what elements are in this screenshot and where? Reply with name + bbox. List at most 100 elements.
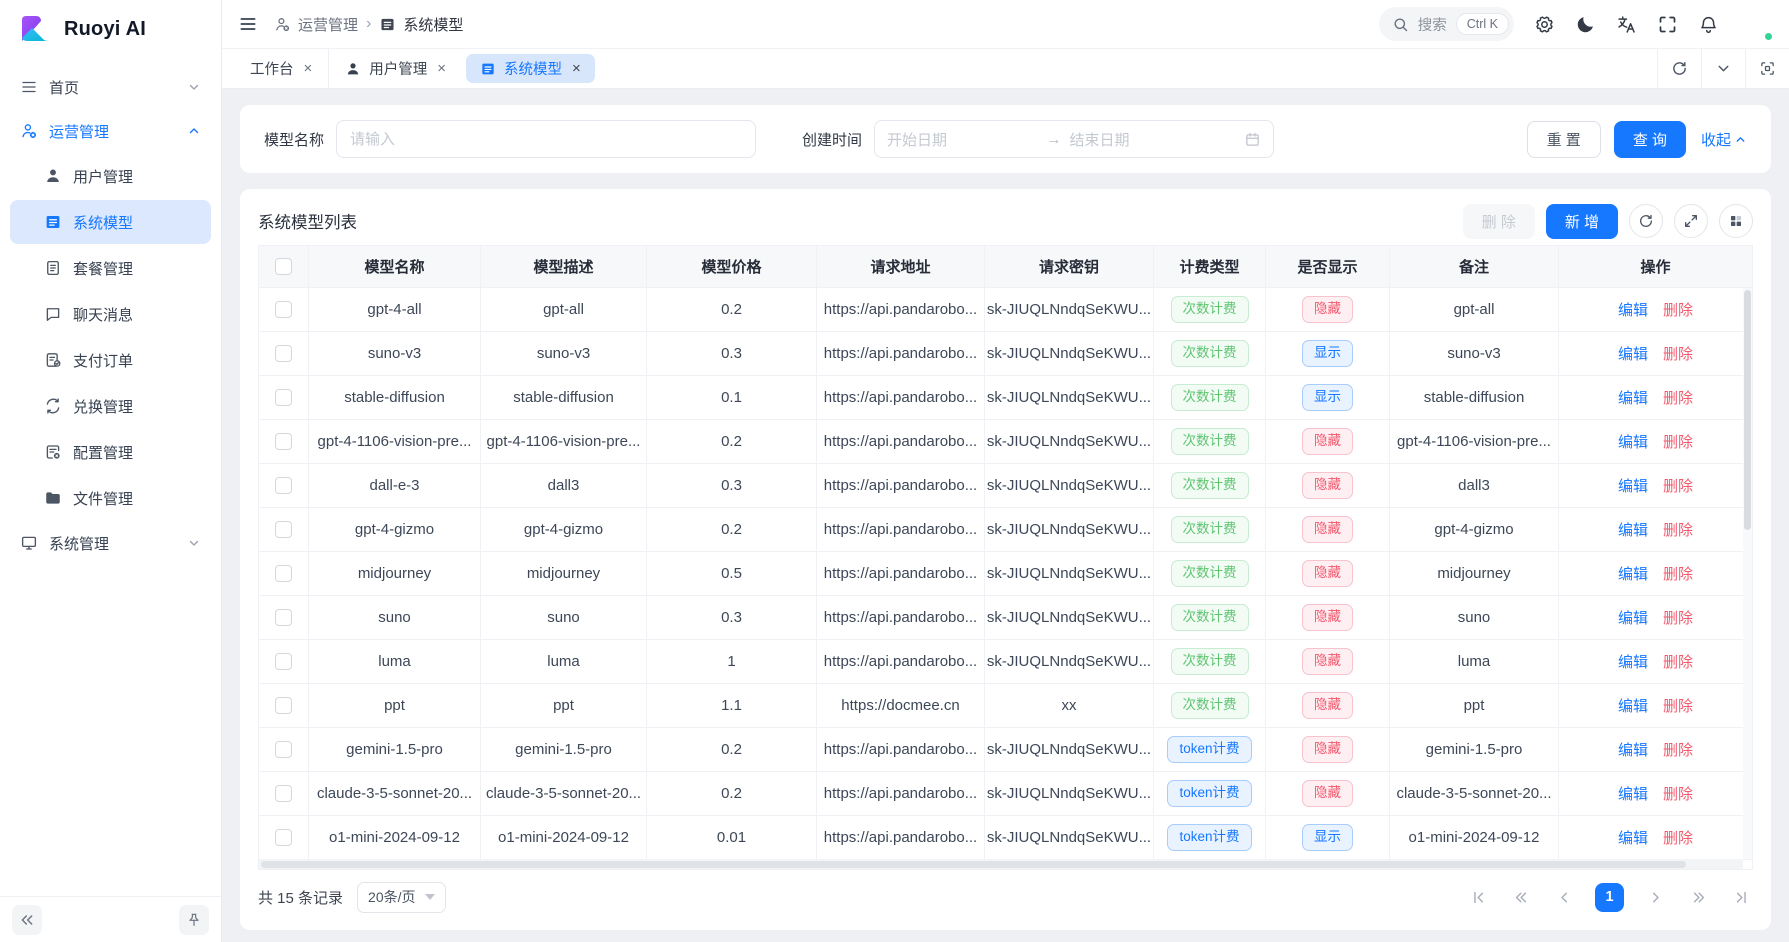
column-header[interactable]: 模型描述: [481, 246, 647, 288]
edit-link[interactable]: 编辑: [1617, 698, 1648, 715]
back-five-pages-button[interactable]: [1509, 885, 1533, 909]
select-all-checkbox[interactable]: [275, 258, 292, 275]
add-button[interactable]: 新 增: [1545, 203, 1618, 239]
sidebar-item-system-management[interactable]: 系统管理: [10, 522, 211, 564]
query-button[interactable]: 查 询: [1613, 120, 1686, 158]
column-header[interactable]: 请求地址: [817, 246, 985, 288]
sidebar-item-system-model[interactable]: 系统模型: [10, 200, 211, 244]
sidebar-item-user-management[interactable]: 用户管理: [10, 154, 211, 198]
horizontal-scrollbar[interactable]: [259, 859, 1743, 869]
page-size-select[interactable]: 20条/页: [357, 881, 446, 913]
collapse-filter-link[interactable]: 收起: [1701, 129, 1747, 150]
sidebar-item-operations[interactable]: 运营管理: [10, 110, 211, 152]
forward-five-pages-button[interactable]: [1686, 885, 1710, 909]
sidebar-item-exchange-management[interactable]: 兑换管理: [10, 384, 211, 428]
edit-link[interactable]: 编辑: [1617, 610, 1648, 627]
edit-link[interactable]: 编辑: [1617, 830, 1648, 847]
collapse-sidebar-button[interactable]: [12, 904, 42, 935]
column-header[interactable]: 备注: [1390, 246, 1559, 288]
row-checkbox[interactable]: [275, 345, 292, 362]
delete-link[interactable]: 删除: [1663, 610, 1694, 627]
sidebar-item-chat-messages[interactable]: 聊天消息: [10, 292, 211, 336]
dark-mode-moon-icon[interactable]: [1575, 14, 1596, 35]
vertical-scrollbar[interactable]: [1743, 288, 1752, 859]
create-time-range-picker[interactable]: 开始日期 → 结束日期: [874, 120, 1275, 158]
column-header[interactable]: 请求密钥: [985, 246, 1154, 288]
edit-link[interactable]: 编辑: [1617, 390, 1648, 407]
edit-link[interactable]: 编辑: [1617, 742, 1648, 759]
edit-link[interactable]: 编辑: [1617, 522, 1648, 539]
column-settings-icon-button[interactable]: [1719, 204, 1753, 238]
row-checkbox[interactable]: [275, 741, 292, 758]
delete-link[interactable]: 删除: [1663, 742, 1694, 759]
horizontal-scrollbar-thumb[interactable]: [261, 860, 1686, 868]
edit-link[interactable]: 编辑: [1617, 346, 1648, 363]
edit-link[interactable]: 编辑: [1617, 654, 1648, 671]
edit-link[interactable]: 编辑: [1617, 478, 1648, 495]
user-avatar[interactable]: [1739, 7, 1774, 42]
settings-gear-icon[interactable]: [1534, 14, 1555, 35]
row-checkbox[interactable]: [275, 697, 292, 714]
edit-link[interactable]: 编辑: [1617, 434, 1648, 451]
close-icon[interactable]: ×: [437, 60, 447, 77]
tab-workbench[interactable]: 工作台 ×: [234, 49, 328, 88]
delete-link[interactable]: 删除: [1663, 654, 1694, 671]
row-checkbox[interactable]: [275, 653, 292, 670]
sidebar-item-config-management[interactable]: 配置管理: [10, 430, 211, 474]
delete-link[interactable]: 删除: [1663, 522, 1694, 539]
expand-table-icon-button[interactable]: [1674, 204, 1708, 238]
row-checkbox[interactable]: [275, 301, 292, 318]
row-checkbox[interactable]: [275, 785, 292, 802]
pin-sidebar-icon-button[interactable]: [179, 904, 209, 935]
vertical-scrollbar-thumb[interactable]: [1744, 290, 1751, 530]
delete-link[interactable]: 删除: [1663, 390, 1694, 407]
notification-bell-icon[interactable]: [1698, 14, 1719, 35]
delete-link[interactable]: 删除: [1663, 478, 1694, 495]
reset-button[interactable]: 重 置: [1526, 120, 1601, 158]
tab-system-model[interactable]: 系统模型 ×: [466, 54, 595, 83]
previous-page-button[interactable]: [1552, 885, 1576, 909]
close-icon[interactable]: ×: [303, 60, 313, 77]
delete-link[interactable]: 删除: [1663, 698, 1694, 715]
row-checkbox[interactable]: [275, 829, 292, 846]
sidebar-item-home[interactable]: 首页: [10, 66, 211, 108]
sidebar-item-file-management[interactable]: 文件管理: [10, 476, 211, 520]
column-header[interactable]: 是否显示: [1266, 246, 1390, 288]
tab-options-chevron-down-icon[interactable]: [1701, 49, 1745, 88]
tab-user-management[interactable]: 用户管理 ×: [328, 49, 462, 88]
delete-link[interactable]: 删除: [1663, 786, 1694, 803]
language-translate-icon[interactable]: [1616, 14, 1637, 35]
breadcrumb-item[interactable]: 运营管理: [274, 14, 358, 35]
first-page-button[interactable]: [1466, 885, 1490, 909]
row-checkbox[interactable]: [275, 477, 292, 494]
logo[interactable]: Ruoyi AI: [0, 0, 221, 58]
delete-link[interactable]: 删除: [1663, 830, 1694, 847]
row-checkbox[interactable]: [275, 609, 292, 626]
fullscreen-icon[interactable]: [1657, 14, 1678, 35]
refresh-table-icon-button[interactable]: [1629, 204, 1663, 238]
column-header[interactable]: 操作: [1559, 246, 1752, 288]
close-icon[interactable]: ×: [572, 60, 581, 77]
batch-delete-button[interactable]: 删 除: [1462, 203, 1535, 239]
edit-link[interactable]: 编辑: [1617, 302, 1648, 319]
column-header[interactable]: 计费类型: [1154, 246, 1266, 288]
last-page-button[interactable]: [1729, 885, 1753, 909]
column-header[interactable]: 模型价格: [647, 246, 817, 288]
delete-link[interactable]: 删除: [1663, 302, 1694, 319]
model-name-input[interactable]: [336, 120, 757, 158]
content-fullscreen-icon[interactable]: [1745, 49, 1789, 88]
edit-link[interactable]: 编辑: [1617, 566, 1648, 583]
sidebar-item-package-management[interactable]: 套餐管理: [10, 246, 211, 290]
global-search[interactable]: 搜索 Ctrl K: [1378, 7, 1514, 41]
current-page-button[interactable]: 1: [1595, 882, 1624, 912]
refresh-page-icon[interactable]: [1657, 49, 1701, 88]
delete-link[interactable]: 删除: [1663, 566, 1694, 583]
next-page-button[interactable]: [1643, 885, 1667, 909]
row-checkbox[interactable]: [275, 565, 292, 582]
row-checkbox[interactable]: [275, 433, 292, 450]
row-checkbox[interactable]: [275, 389, 292, 406]
menu-toggle-icon[interactable]: [238, 14, 258, 34]
column-header[interactable]: 模型名称: [309, 246, 481, 288]
delete-link[interactable]: 删除: [1663, 434, 1694, 451]
edit-link[interactable]: 编辑: [1617, 786, 1648, 803]
